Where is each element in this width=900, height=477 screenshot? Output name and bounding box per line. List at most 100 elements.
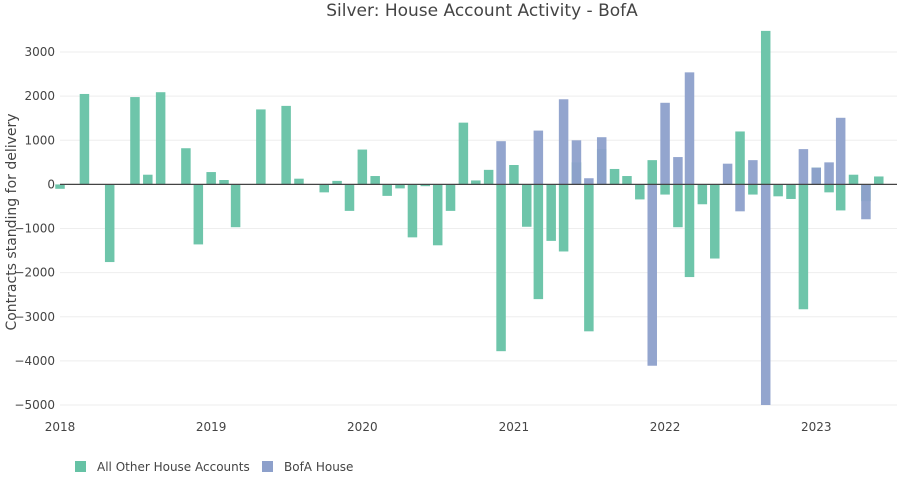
bar-all-other-house-accounts [546, 184, 556, 241]
bar-all-other-house-accounts [735, 131, 745, 185]
bar-all-other-house-accounts [773, 184, 783, 197]
bar-all-other-house-accounts [143, 174, 153, 185]
bar-all-other-house-accounts [395, 184, 405, 189]
bar-all-other-house-accounts [697, 184, 708, 205]
bar-all-other-house-accounts [584, 184, 594, 332]
chart-title: Silver: House Account Activity - BofA [326, 1, 638, 21]
bar-all-other-house-accounts [370, 176, 380, 185]
y-axis-label: Contracts standing for delivery [4, 113, 20, 330]
bar-all-other-house-accounts [509, 165, 519, 185]
bar-bofa-house [811, 167, 821, 185]
legend-item[interactable]: All Other House Accounts [75, 460, 250, 474]
bar-bofa-house [558, 99, 569, 185]
y-tick-label: 0 [47, 177, 55, 191]
bar-bofa-house [798, 149, 809, 185]
bar-all-other-house-accounts [635, 184, 645, 200]
bar-all-other-house-accounts [874, 176, 884, 185]
y-tick-label: −2000 [14, 266, 55, 280]
bar-bofa-house [748, 160, 758, 185]
gridlines [60, 51, 897, 406]
x-tick-label: 2021 [499, 420, 530, 434]
bar-all-other-house-accounts [55, 184, 65, 189]
x-tick-label: 2020 [347, 420, 378, 434]
bar-all-other-house-accounts [848, 174, 859, 185]
y-tick-label: 2000 [24, 89, 55, 103]
bar-all-other-house-accounts [748, 184, 758, 195]
bar-bofa-house [533, 130, 544, 185]
bars [55, 30, 884, 405]
bar-bofa-house [835, 117, 846, 185]
bar-bofa-house [760, 184, 771, 405]
x-tick-label: 2019 [196, 420, 227, 434]
bar-all-other-house-accounts [496, 184, 506, 352]
bar-all-other-house-accounts [104, 184, 115, 263]
bar-all-other-house-accounts [684, 184, 695, 278]
bar-all-other-house-accounts [798, 184, 809, 310]
legend-swatch [262, 461, 273, 472]
bar-all-other-house-accounts [824, 184, 834, 193]
bar-all-other-house-accounts [155, 92, 166, 185]
bar-bofa-house [571, 140, 582, 185]
bar-all-other-house-accounts [357, 149, 368, 185]
bar-bofa-house [673, 157, 683, 185]
bar-all-other-house-accounts [660, 184, 670, 195]
bar-all-other-house-accounts [622, 176, 632, 185]
bar-all-other-house-accounts [382, 184, 392, 196]
legend-label: BofA House [284, 460, 353, 474]
y-tick-labels: 3000 2000 1000 0 −1000 −2000 −3000 −4000 −5000 [14, 45, 55, 412]
bar-all-other-house-accounts [206, 172, 216, 185]
bar-all-other-house-accounts [647, 160, 657, 185]
bar-bofa-house [735, 184, 745, 212]
bar-all-other-house-accounts [432, 184, 443, 246]
bar-all-other-house-accounts [219, 180, 229, 185]
bar-all-other-house-accounts [835, 184, 846, 211]
bar-bofa-house [861, 184, 871, 220]
bar-all-other-house-accounts [609, 168, 620, 185]
y-tick-label: 1000 [24, 133, 55, 147]
y-tick-label: 3000 [24, 45, 55, 59]
x-tick-labels: 2018 2019 2020 2021 2022 2023 [45, 420, 832, 434]
x-tick-label: 2022 [650, 420, 681, 434]
bar-bofa-house [647, 184, 657, 366]
bar-bofa-house [496, 141, 506, 185]
bar-all-other-house-accounts [130, 97, 140, 185]
y-tick-label: −4000 [14, 354, 55, 368]
bar-all-other-house-accounts [420, 184, 431, 187]
y-tick-label: −5000 [14, 398, 55, 412]
bar-all-other-house-accounts [344, 184, 355, 211]
bar-all-other-house-accounts [181, 148, 191, 185]
x-tick-label: 2023 [801, 420, 832, 434]
bar-all-other-house-accounts [332, 180, 342, 185]
bar-all-other-house-accounts [483, 169, 494, 185]
bar-all-other-house-accounts [407, 184, 418, 238]
bar-all-other-house-accounts [294, 178, 304, 185]
bar-all-other-house-accounts [458, 122, 469, 185]
bar-all-other-house-accounts [533, 184, 544, 300]
x-tick-label: 2018 [45, 420, 76, 434]
legend-item[interactable]: BofA House [262, 460, 353, 474]
legend-label: All Other House Accounts [97, 460, 250, 474]
bar-all-other-house-accounts [256, 109, 266, 185]
legend-swatch [75, 461, 86, 472]
bar-all-other-house-accounts [281, 105, 291, 185]
bar-all-other-house-accounts [471, 180, 481, 185]
bar-bofa-house [722, 163, 733, 185]
y-tick-label: −3000 [14, 310, 55, 324]
bar-all-other-house-accounts [193, 184, 204, 245]
legend[interactable]: All Other House Accounts BofA House [75, 460, 353, 474]
bar-all-other-house-accounts [673, 184, 683, 228]
bar-all-other-house-accounts [786, 184, 796, 199]
bar-all-other-house-accounts [445, 184, 456, 211]
bar-bofa-house [824, 162, 834, 185]
bar-all-other-house-accounts [710, 184, 720, 259]
bar-all-other-house-accounts [521, 184, 532, 227]
bar-bofa-house [684, 72, 695, 185]
bar-all-other-house-accounts [230, 184, 241, 228]
y-tick-label: −1000 [14, 222, 55, 236]
bar-bofa-house [660, 102, 670, 185]
bar-bofa-house [584, 178, 594, 185]
bar-all-other-house-accounts [760, 30, 771, 185]
bar-all-other-house-accounts [558, 184, 569, 252]
bar-bofa-house [596, 137, 607, 185]
